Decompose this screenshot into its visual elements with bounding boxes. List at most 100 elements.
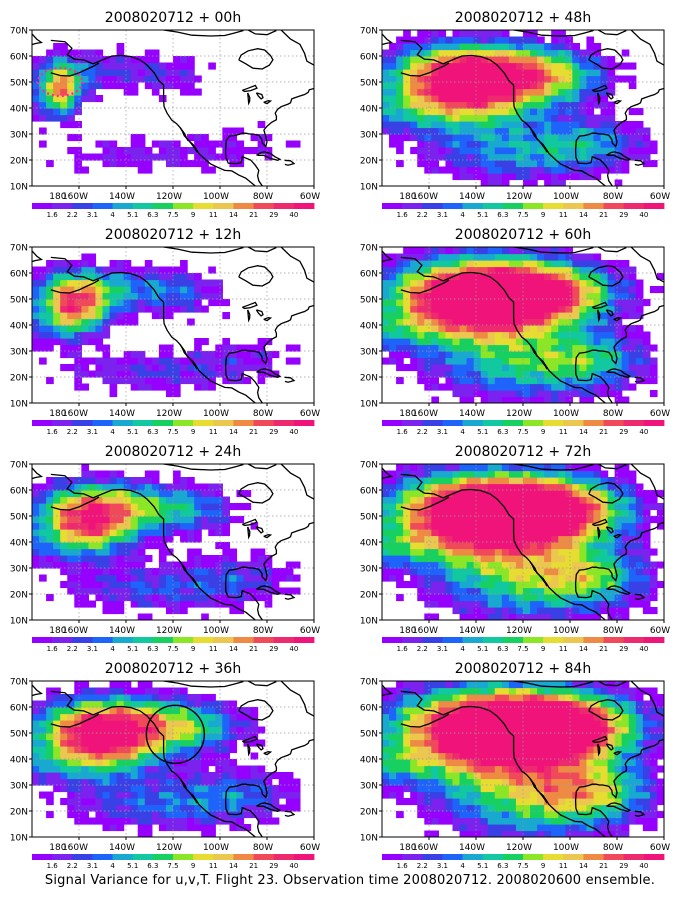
- variance-cell: [452, 338, 461, 346]
- variance-cell: [109, 477, 118, 485]
- variance-cell: [264, 600, 273, 608]
- variance-cell: [459, 140, 468, 148]
- variance-cell: [523, 548, 531, 556]
- variance-cell: [74, 713, 82, 721]
- variance-cell: [74, 694, 82, 702]
- variance-cell: [194, 147, 202, 155]
- variance-cell: [81, 166, 89, 174]
- variance-cell: [53, 726, 61, 734]
- variance-cell: [523, 30, 531, 38]
- variance-cell: [579, 62, 588, 70]
- variance-cell: [116, 561, 125, 569]
- variance-cell: [67, 759, 75, 767]
- aleutian-islands: [50, 713, 100, 728]
- variance-cell: [222, 568, 230, 576]
- map-grid: [382, 30, 664, 186]
- variance-cell: [158, 713, 167, 721]
- variance-cell: [558, 364, 566, 372]
- variance-cell: [74, 370, 82, 378]
- variance-cell: [431, 273, 439, 281]
- variance-cell: [445, 292, 454, 300]
- variance-cell: [628, 331, 637, 339]
- variance-cell: [67, 587, 75, 595]
- variance-cell: [614, 594, 623, 602]
- variance-cell: [32, 95, 40, 103]
- variance-cell: [39, 318, 47, 326]
- variance-cell: [109, 529, 118, 537]
- variance-cell: [551, 253, 559, 261]
- variance-cell: [81, 594, 89, 602]
- variance-cell: [523, 383, 531, 391]
- variance-cell: [165, 383, 174, 391]
- variance-cell: [642, 299, 651, 307]
- variance-cell: [459, 260, 468, 268]
- variance-cell: [466, 312, 475, 320]
- variance-cell: [250, 720, 259, 728]
- variance-cell: [74, 529, 82, 537]
- variance-cell: [243, 798, 252, 806]
- variance-cell: [88, 357, 97, 365]
- variance-cell: [109, 752, 118, 760]
- variance-cell: [60, 542, 68, 550]
- colorbar-swatch: [32, 203, 53, 209]
- variance-cell: [593, 266, 602, 274]
- variance-cell: [194, 561, 202, 569]
- variance-cell: [431, 357, 439, 365]
- variance-cell: [278, 772, 287, 780]
- variance-cell: [102, 529, 111, 537]
- variance-cell: [593, 364, 602, 372]
- variance-cell: [537, 134, 545, 142]
- variance-cell: [551, 574, 559, 582]
- variance-cell: [81, 726, 89, 734]
- variance-cell: [88, 574, 97, 582]
- variance-cell: [494, 69, 503, 77]
- variance-cell: [410, 483, 418, 491]
- variance-cell: [123, 752, 132, 760]
- variance-cell: [46, 273, 54, 281]
- variance-cell: [180, 752, 188, 760]
- variance-cell: [144, 490, 153, 498]
- variance-cell: [123, 160, 132, 168]
- variance-cell: [243, 568, 252, 576]
- variance-cell: [389, 69, 397, 77]
- variance-cell: [438, 305, 447, 313]
- variance-cell: [109, 370, 118, 378]
- variance-cell: [508, 331, 517, 339]
- variance-cell: [410, 568, 418, 576]
- variance-cell: [551, 173, 559, 181]
- variance-cell: [579, 587, 588, 595]
- variance-cell: [480, 364, 489, 372]
- variance-cell: [243, 351, 252, 359]
- variance-cell: [137, 496, 146, 504]
- variance-cell: [60, 720, 68, 728]
- variance-cell: [382, 561, 390, 569]
- variance-cell: [459, 516, 468, 524]
- variance-cell: [264, 581, 273, 589]
- colorbar-swatch: [293, 420, 315, 426]
- variance-cell: [494, 600, 503, 608]
- variance-cell: [417, 82, 425, 90]
- variance-cell: [53, 720, 61, 728]
- variance-cell: [607, 69, 616, 77]
- variance-cell: [508, 121, 517, 129]
- variance-cell: [382, 114, 390, 122]
- variance-cell: [123, 305, 132, 313]
- variance-cell: [81, 739, 89, 747]
- variance-cell: [508, 260, 517, 268]
- variance-cell: [158, 707, 167, 715]
- variance-cell: [53, 305, 61, 313]
- variance-cell: [60, 548, 68, 556]
- variance-cell: [109, 286, 118, 294]
- variance-cell: [173, 561, 181, 569]
- variance-cell: [271, 351, 280, 359]
- variance-cell: [39, 483, 47, 491]
- variance-cell: [271, 568, 280, 576]
- variance-cell: [187, 817, 195, 825]
- variance-cell: [173, 739, 181, 747]
- variance-cell: [39, 266, 47, 274]
- x-tick-label: 180: [399, 192, 416, 202]
- variance-cell: [180, 483, 188, 491]
- variance-cell: [67, 490, 75, 498]
- variance-cell: [130, 292, 139, 300]
- variance-cell: [452, 318, 461, 326]
